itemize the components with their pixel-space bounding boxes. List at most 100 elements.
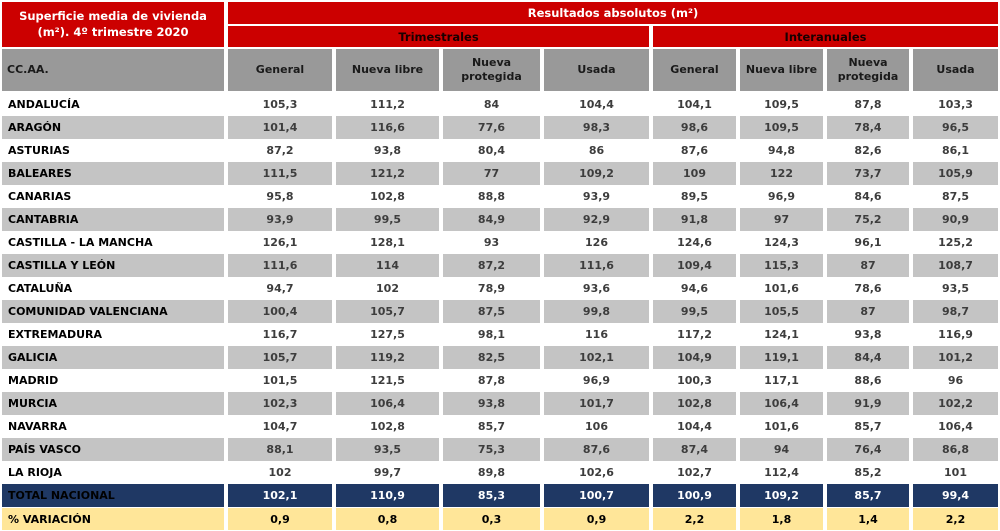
value-cell: 77 bbox=[439, 162, 540, 185]
col-header-nueva-libre-inter: Nueva libre bbox=[736, 49, 823, 93]
value-cell: 93,5 bbox=[909, 277, 999, 300]
value-cell: 80,4 bbox=[439, 139, 540, 162]
value-cell: 108,7 bbox=[909, 254, 999, 277]
value-cell: 105,3 bbox=[224, 93, 332, 116]
region-label: CASTILLA - LA MANCHA bbox=[2, 231, 224, 254]
table-row: COMUNIDAD VALENCIANA 100,4 105,7 87,5 99… bbox=[2, 300, 999, 323]
value-cell: 104,4 bbox=[649, 415, 736, 438]
value-cell: 94,7 bbox=[224, 277, 332, 300]
total-value: 99,4 bbox=[909, 484, 999, 507]
value-cell: 85,7 bbox=[823, 415, 909, 438]
group-header-trimestrales: Trimestrales bbox=[224, 26, 649, 49]
value-cell: 89,5 bbox=[649, 185, 736, 208]
region-label: LA RIOJA bbox=[2, 461, 224, 484]
table-title: Superficie media de vivienda (m²). 4º tr… bbox=[2, 2, 224, 49]
value-cell: 82,6 bbox=[823, 139, 909, 162]
value-cell: 76,4 bbox=[823, 438, 909, 461]
variation-value: 1,8 bbox=[736, 507, 823, 530]
value-cell: 109,4 bbox=[649, 254, 736, 277]
value-cell: 93,9 bbox=[540, 185, 649, 208]
value-cell: 102,6 bbox=[540, 461, 649, 484]
value-cell: 109 bbox=[649, 162, 736, 185]
value-cell: 101,2 bbox=[909, 346, 999, 369]
value-cell: 78,6 bbox=[823, 277, 909, 300]
value-cell: 104,1 bbox=[649, 93, 736, 116]
value-cell: 87,8 bbox=[439, 369, 540, 392]
table-footer: TOTAL NACIONAL 102,1 110,9 85,3 100,7 10… bbox=[2, 484, 999, 530]
total-value: 110,9 bbox=[332, 484, 439, 507]
value-cell: 87 bbox=[823, 300, 909, 323]
value-cell: 101,5 bbox=[224, 369, 332, 392]
table-row: ARAGÓN 101,4 116,6 77,6 98,3 98,6 109,5 … bbox=[2, 116, 999, 139]
header-row-2: Trimestrales Interanuales bbox=[2, 26, 999, 49]
value-cell: 109,2 bbox=[540, 162, 649, 185]
value-cell: 93,8 bbox=[332, 139, 439, 162]
value-cell: 86 bbox=[540, 139, 649, 162]
region-label: CATALUÑA bbox=[2, 277, 224, 300]
value-cell: 106,4 bbox=[332, 392, 439, 415]
region-label: COMUNIDAD VALENCIANA bbox=[2, 300, 224, 323]
value-cell: 96,1 bbox=[823, 231, 909, 254]
value-cell: 96,9 bbox=[540, 369, 649, 392]
value-cell: 102 bbox=[224, 461, 332, 484]
variation-label: % VARIACIÓN bbox=[2, 507, 224, 530]
value-cell: 100,3 bbox=[649, 369, 736, 392]
col-header-nueva-libre-trim: Nueva libre bbox=[332, 49, 439, 93]
value-cell: 88,8 bbox=[439, 185, 540, 208]
value-cell: 87,2 bbox=[224, 139, 332, 162]
value-cell: 85,2 bbox=[823, 461, 909, 484]
value-cell: 116,7 bbox=[224, 323, 332, 346]
region-label: MURCIA bbox=[2, 392, 224, 415]
value-cell: 87,2 bbox=[439, 254, 540, 277]
col-header-usada-trim: Usada bbox=[540, 49, 649, 93]
value-cell: 115,3 bbox=[736, 254, 823, 277]
total-value: 100,9 bbox=[649, 484, 736, 507]
value-cell: 96,9 bbox=[736, 185, 823, 208]
value-cell: 102 bbox=[332, 277, 439, 300]
value-cell: 119,2 bbox=[332, 346, 439, 369]
value-cell: 87,8 bbox=[823, 93, 909, 116]
value-cell: 102,8 bbox=[332, 415, 439, 438]
value-cell: 93,6 bbox=[540, 277, 649, 300]
col-header-general-inter: General bbox=[649, 49, 736, 93]
value-cell: 126,1 bbox=[224, 231, 332, 254]
table-row: CASTILLA Y LEÓN 111,6 114 87,2 111,6 109… bbox=[2, 254, 999, 277]
value-cell: 101,6 bbox=[736, 415, 823, 438]
value-cell: 102,3 bbox=[224, 392, 332, 415]
value-cell: 117,2 bbox=[649, 323, 736, 346]
value-cell: 105,9 bbox=[909, 162, 999, 185]
col-header-usada-inter: Usada bbox=[909, 49, 999, 93]
region-label: NAVARRA bbox=[2, 415, 224, 438]
value-cell: 121,5 bbox=[332, 369, 439, 392]
value-cell: 87,5 bbox=[909, 185, 999, 208]
value-cell: 77,6 bbox=[439, 116, 540, 139]
value-cell: 111,5 bbox=[224, 162, 332, 185]
value-cell: 93,8 bbox=[439, 392, 540, 415]
table-row: MURCIA 102,3 106,4 93,8 101,7 102,8 106,… bbox=[2, 392, 999, 415]
table-row: CASTILLA - LA MANCHA 126,1 128,1 93 126 … bbox=[2, 231, 999, 254]
region-label: CANARIAS bbox=[2, 185, 224, 208]
value-cell: 124,3 bbox=[736, 231, 823, 254]
value-cell: 88,1 bbox=[224, 438, 332, 461]
table-row: NAVARRA 104,7 102,8 85,7 106 104,4 101,6… bbox=[2, 415, 999, 438]
region-label: ANDALUCÍA bbox=[2, 93, 224, 116]
col-header-nueva-protegida-inter: Nueva protegida bbox=[823, 49, 909, 93]
value-cell: 87,6 bbox=[540, 438, 649, 461]
value-cell: 104,4 bbox=[540, 93, 649, 116]
value-cell: 85,7 bbox=[439, 415, 540, 438]
total-value: 85,3 bbox=[439, 484, 540, 507]
value-cell: 126 bbox=[540, 231, 649, 254]
value-cell: 96,5 bbox=[909, 116, 999, 139]
value-cell: 94,6 bbox=[649, 277, 736, 300]
value-cell: 89,8 bbox=[439, 461, 540, 484]
value-cell: 102,8 bbox=[332, 185, 439, 208]
value-cell: 101,6 bbox=[736, 277, 823, 300]
value-cell: 86,8 bbox=[909, 438, 999, 461]
value-cell: 84,4 bbox=[823, 346, 909, 369]
region-label: ASTURIAS bbox=[2, 139, 224, 162]
value-cell: 104,7 bbox=[224, 415, 332, 438]
total-value: 100,7 bbox=[540, 484, 649, 507]
value-cell: 125,2 bbox=[909, 231, 999, 254]
variation-value: 0,8 bbox=[332, 507, 439, 530]
